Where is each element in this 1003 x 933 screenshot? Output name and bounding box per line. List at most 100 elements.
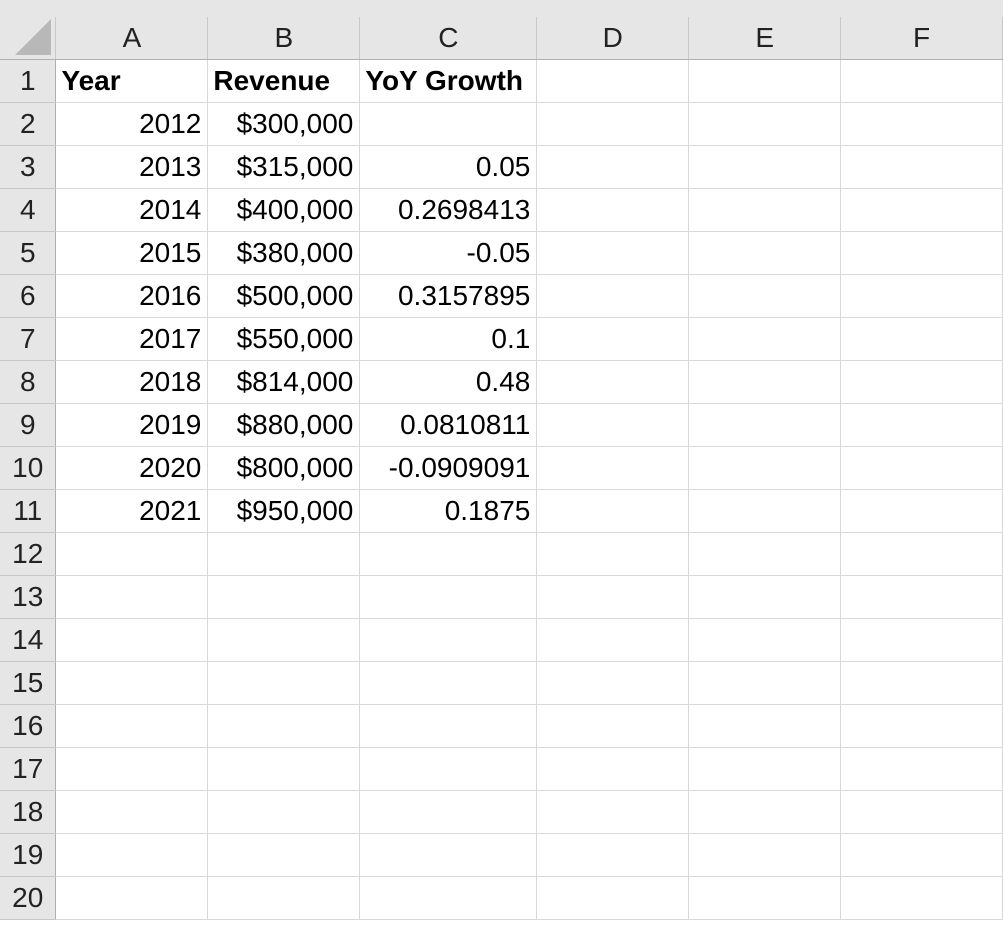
cell-b5[interactable]: $380,000 [207, 231, 361, 275]
cell-a10[interactable]: 2020 [55, 446, 209, 490]
cell-b13[interactable] [207, 575, 361, 619]
cell-c9[interactable]: 0.0810811 [359, 403, 538, 447]
cell-e7[interactable] [688, 317, 842, 361]
cell-e11[interactable] [688, 489, 842, 533]
row-header[interactable]: 14 [0, 618, 57, 662]
cell-c11[interactable]: 0.1875 [359, 489, 538, 533]
cell-e5[interactable] [688, 231, 842, 275]
cell-c3[interactable]: 0.05 [359, 145, 538, 189]
row-header[interactable]: 18 [0, 790, 57, 834]
cell-a4[interactable]: 2014 [55, 188, 209, 232]
cell-e1[interactable] [688, 59, 842, 103]
cell-b16[interactable] [207, 704, 361, 748]
cell-b15[interactable] [207, 661, 361, 705]
cell-f19[interactable] [840, 833, 1003, 877]
cell-d19[interactable] [536, 833, 690, 877]
cell-d7[interactable] [536, 317, 690, 361]
column-header-c[interactable]: C [359, 17, 538, 60]
cell-f4[interactable] [840, 188, 1003, 232]
cell-c6[interactable]: 0.3157895 [359, 274, 538, 318]
cell-f11[interactable] [840, 489, 1003, 533]
cell-b9[interactable]: $880,000 [207, 403, 361, 447]
cell-f6[interactable] [840, 274, 1003, 318]
cell-e6[interactable] [688, 274, 842, 318]
row-header[interactable]: 19 [0, 833, 57, 877]
cell-d12[interactable] [536, 532, 690, 576]
row-header[interactable]: 15 [0, 661, 57, 705]
cell-f20[interactable] [840, 876, 1003, 920]
row-header[interactable]: 13 [0, 575, 57, 619]
cell-d20[interactable] [536, 876, 690, 920]
cell-f7[interactable] [840, 317, 1003, 361]
cell-b18[interactable] [207, 790, 361, 834]
cell-f16[interactable] [840, 704, 1003, 748]
cell-a17[interactable] [55, 747, 209, 791]
cell-f5[interactable] [840, 231, 1003, 275]
cell-c10[interactable]: -0.0909091 [359, 446, 538, 490]
cell-a12[interactable] [55, 532, 209, 576]
cell-c12[interactable] [359, 532, 538, 576]
cell-b6[interactable]: $500,000 [207, 274, 361, 318]
column-header-f[interactable]: F [840, 17, 1003, 60]
cell-a19[interactable] [55, 833, 209, 877]
cell-a8[interactable]: 2018 [55, 360, 209, 404]
cell-e16[interactable] [688, 704, 842, 748]
cell-e19[interactable] [688, 833, 842, 877]
cell-c4[interactable]: 0.2698413 [359, 188, 538, 232]
cell-a2[interactable]: 2012 [55, 102, 209, 146]
cell-d4[interactable] [536, 188, 690, 232]
cell-f13[interactable] [840, 575, 1003, 619]
cell-a3[interactable]: 2013 [55, 145, 209, 189]
cell-c18[interactable] [359, 790, 538, 834]
row-header[interactable]: 11 [0, 489, 57, 533]
cell-b20[interactable] [207, 876, 361, 920]
cell-d15[interactable] [536, 661, 690, 705]
cell-c17[interactable] [359, 747, 538, 791]
cell-a9[interactable]: 2019 [55, 403, 209, 447]
cell-d3[interactable] [536, 145, 690, 189]
cell-b3[interactable]: $315,000 [207, 145, 361, 189]
cell-b7[interactable]: $550,000 [207, 317, 361, 361]
cell-b1[interactable]: Revenue [207, 59, 361, 103]
row-header[interactable]: 10 [0, 446, 57, 490]
row-header[interactable]: 8 [0, 360, 57, 404]
row-header[interactable]: 20 [0, 876, 57, 920]
cell-e20[interactable] [688, 876, 842, 920]
cell-f10[interactable] [840, 446, 1003, 490]
cell-c20[interactable] [359, 876, 538, 920]
row-header[interactable]: 17 [0, 747, 57, 791]
cell-d17[interactable] [536, 747, 690, 791]
row-header[interactable]: 2 [0, 102, 57, 146]
row-header[interactable]: 5 [0, 231, 57, 275]
cell-e17[interactable] [688, 747, 842, 791]
cell-a16[interactable] [55, 704, 209, 748]
cell-a5[interactable]: 2015 [55, 231, 209, 275]
cell-c13[interactable] [359, 575, 538, 619]
cell-e14[interactable] [688, 618, 842, 662]
cell-e12[interactable] [688, 532, 842, 576]
cell-d5[interactable] [536, 231, 690, 275]
column-header-e[interactable]: E [688, 17, 842, 60]
cell-c16[interactable] [359, 704, 538, 748]
row-header[interactable]: 7 [0, 317, 57, 361]
cell-f8[interactable] [840, 360, 1003, 404]
row-header[interactable]: 16 [0, 704, 57, 748]
cell-b2[interactable]: $300,000 [207, 102, 361, 146]
cell-b19[interactable] [207, 833, 361, 877]
column-header-a[interactable]: A [55, 17, 209, 60]
cell-a6[interactable]: 2016 [55, 274, 209, 318]
cell-f15[interactable] [840, 661, 1003, 705]
cell-a13[interactable] [55, 575, 209, 619]
cell-b17[interactable] [207, 747, 361, 791]
cell-d6[interactable] [536, 274, 690, 318]
column-header-d[interactable]: D [536, 17, 690, 60]
cell-c14[interactable] [359, 618, 538, 662]
cell-f18[interactable] [840, 790, 1003, 834]
select-all-button[interactable] [0, 17, 57, 60]
cell-f12[interactable] [840, 532, 1003, 576]
row-header[interactable]: 12 [0, 532, 57, 576]
cell-d13[interactable] [536, 575, 690, 619]
cell-d2[interactable] [536, 102, 690, 146]
column-header-b[interactable]: B [207, 17, 361, 60]
cell-f2[interactable] [840, 102, 1003, 146]
